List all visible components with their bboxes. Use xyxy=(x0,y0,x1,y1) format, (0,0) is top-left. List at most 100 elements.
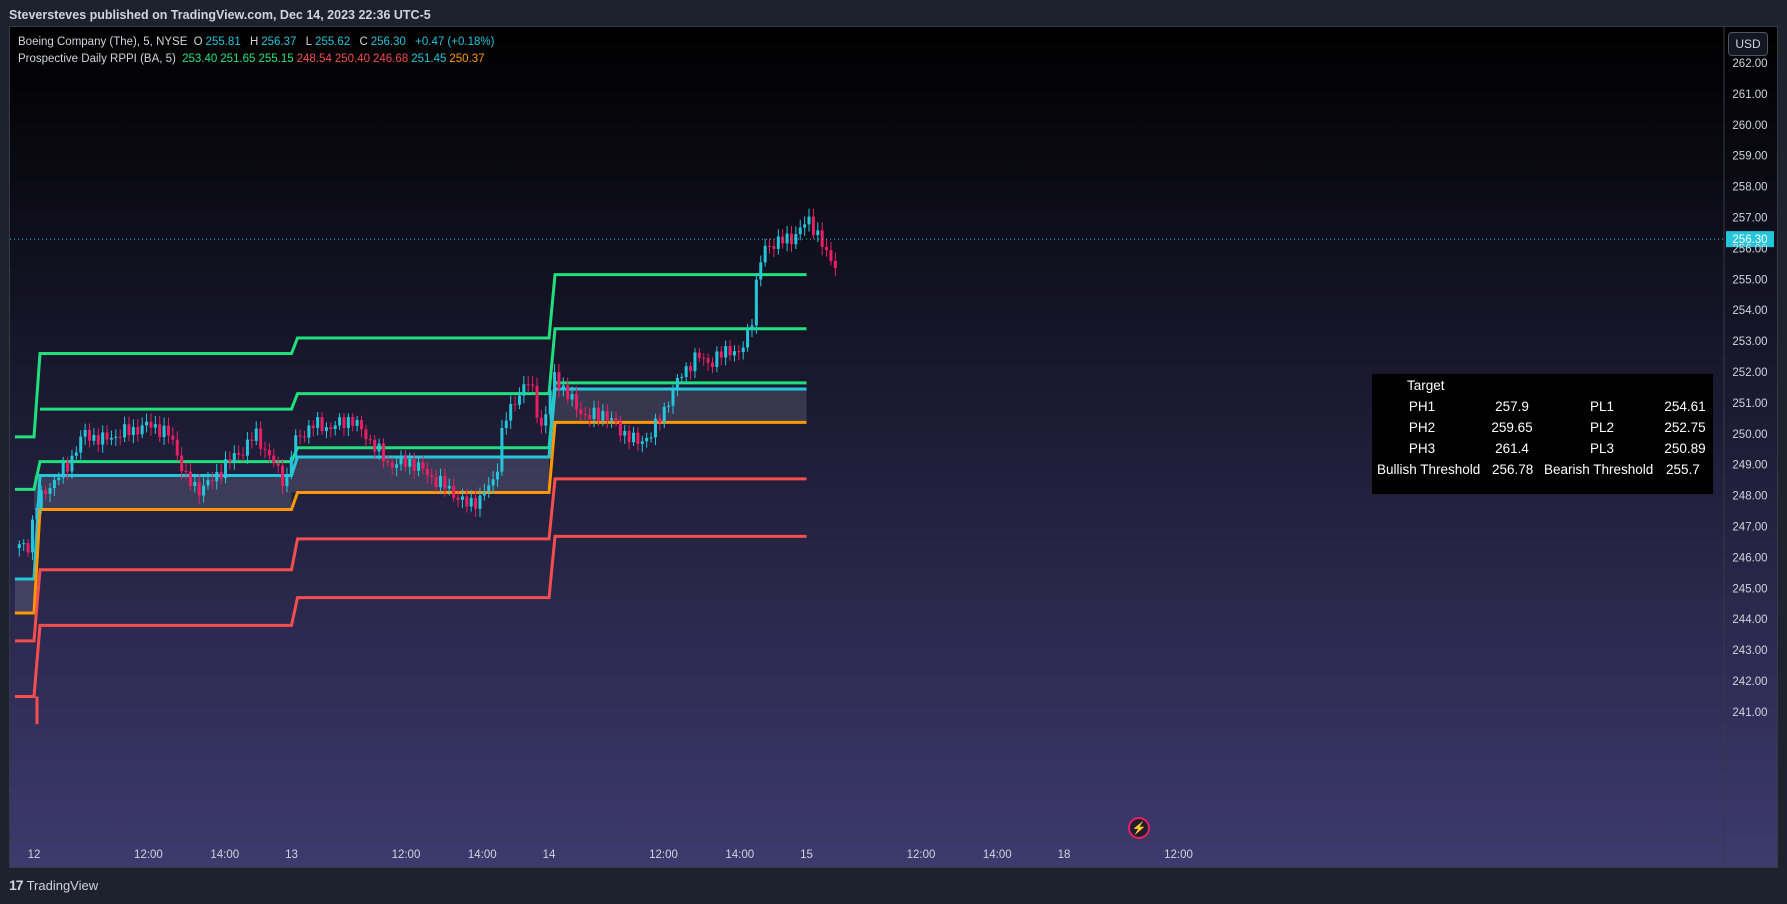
candle-body xyxy=(403,456,407,467)
candle-body xyxy=(548,390,552,415)
candle-body xyxy=(272,455,276,464)
candle-body xyxy=(70,455,74,472)
candle-body xyxy=(166,425,170,436)
candle-body xyxy=(241,454,245,456)
x-tick-label: 12:00 xyxy=(392,849,421,861)
target-table-title: Target xyxy=(1407,378,1445,393)
level-line-pl1 xyxy=(14,477,807,643)
candle-body xyxy=(807,216,811,225)
candle-body xyxy=(250,439,254,441)
candle-body xyxy=(776,236,780,249)
candle-body xyxy=(544,414,548,426)
y-tick-label: 244.00 xyxy=(1732,614,1767,626)
candle-body xyxy=(263,448,267,451)
candle-body xyxy=(311,425,315,429)
candle-body xyxy=(22,543,26,545)
y-tick-label: 253.00 xyxy=(1732,336,1767,348)
candle-body xyxy=(285,474,289,487)
bolt-icon[interactable]: ⚡ xyxy=(1128,817,1150,839)
target-table: Target PH1 257.9 PL1 254.61 PH2 259.65 PL2 252.… xyxy=(1372,374,1713,494)
candle-body xyxy=(39,490,43,508)
candle-body xyxy=(803,224,807,228)
candle-body xyxy=(566,385,570,400)
y-tick-label: 256.00 xyxy=(1732,243,1767,255)
candle-body xyxy=(443,475,447,489)
candle-body xyxy=(162,425,166,438)
candle-body xyxy=(210,480,214,482)
candle-body xyxy=(693,352,697,372)
close-label: C xyxy=(359,36,368,48)
candle-body xyxy=(421,462,425,469)
candle-body xyxy=(526,384,530,386)
candle-body xyxy=(447,485,451,489)
candle-body xyxy=(816,230,820,236)
candle-body xyxy=(417,462,421,471)
candle-body xyxy=(715,351,719,368)
candle-body xyxy=(267,450,271,456)
candle-body xyxy=(123,424,127,438)
threshold-bands xyxy=(14,388,807,614)
y-tick-label: 262.00 xyxy=(1732,58,1767,70)
indicator-value-7: 251.45 xyxy=(411,53,447,65)
candle-body xyxy=(531,384,535,386)
candle-body xyxy=(57,477,61,481)
candle-body xyxy=(245,439,249,456)
target-cell-r2-c2: 259.65 xyxy=(1491,420,1533,435)
candle-body xyxy=(44,490,48,494)
candle-body xyxy=(215,471,219,482)
candle-body xyxy=(645,437,649,442)
candle-body xyxy=(17,544,21,549)
candle-body xyxy=(768,245,772,247)
publisher-caption: Steversteves published on TradingView.co… xyxy=(9,8,431,22)
candle-body xyxy=(61,462,65,478)
candle-body xyxy=(710,362,714,368)
threshold-band-3 xyxy=(291,456,550,493)
candle-body xyxy=(667,405,671,407)
candle-body xyxy=(79,436,83,453)
y-tick-label: 257.00 xyxy=(1732,213,1767,225)
target-cell-r2-c1: PH2 xyxy=(1408,420,1436,435)
level-line-bull xyxy=(14,387,807,581)
x-tick-label: 14:00 xyxy=(210,849,239,861)
candle-body xyxy=(601,411,605,421)
y-tick-label: 251.00 xyxy=(1732,398,1767,410)
candle-body xyxy=(487,485,491,492)
y-tick-label: 249.00 xyxy=(1732,460,1767,472)
candle-body xyxy=(724,346,728,358)
candle-body xyxy=(728,346,732,356)
candle-body xyxy=(74,452,78,456)
candle-body xyxy=(355,419,359,426)
candle-body xyxy=(680,377,684,379)
target-cell-r1-c3: PL1 xyxy=(1589,399,1615,414)
currency-button[interactable]: USD xyxy=(1728,32,1768,56)
candle-body xyxy=(825,246,829,251)
candle-body xyxy=(438,475,442,488)
level-line-pl3 xyxy=(14,534,807,698)
candle-body xyxy=(408,458,412,467)
x-tick-label: 13 xyxy=(285,849,298,861)
candle-body xyxy=(30,519,34,553)
x-tick-label: 14 xyxy=(543,849,556,861)
y-tick-label: 259.00 xyxy=(1732,151,1767,163)
candle-body xyxy=(333,425,337,429)
candle-body xyxy=(474,498,478,509)
target-cell-r3-c3: PL3 xyxy=(1589,441,1615,456)
indicator-value-3: 255.15 xyxy=(258,53,294,65)
target-cell-r1-c4: 254.61 xyxy=(1664,399,1706,414)
candle-body xyxy=(109,437,113,440)
candle-body xyxy=(281,465,285,487)
candle-body xyxy=(689,366,693,372)
candle-body xyxy=(307,425,311,438)
candle-body xyxy=(254,428,258,441)
indicator-value-1: 253.40 xyxy=(182,53,218,65)
candle-body xyxy=(302,436,306,438)
y-tick-label: 250.00 xyxy=(1732,429,1767,441)
candle-body xyxy=(702,357,706,359)
candle-body xyxy=(92,434,96,441)
y-tick-label: 260.00 xyxy=(1732,120,1767,132)
candle-body xyxy=(52,480,56,489)
candle-body xyxy=(368,439,372,441)
target-cell-r2-c3: PL2 xyxy=(1589,420,1615,435)
candle-body xyxy=(149,421,153,428)
